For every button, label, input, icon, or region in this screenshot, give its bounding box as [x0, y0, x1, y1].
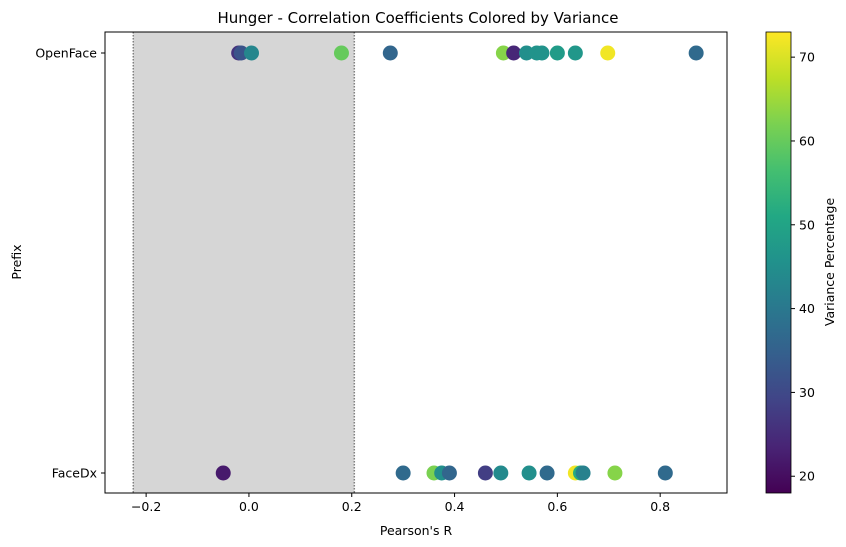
- x-tick-label: 0.4: [445, 499, 465, 514]
- data-point: [495, 45, 511, 61]
- data-point: [244, 45, 260, 61]
- data-point: [607, 465, 623, 481]
- data-point: [600, 45, 616, 61]
- plot-frame: [104, 31, 728, 494]
- shaded-region: [133, 32, 355, 493]
- colorbar-tick-label: 70: [799, 50, 815, 65]
- y-tick-label: FaceDx: [52, 466, 97, 481]
- colorbar-tick-label: 40: [799, 301, 815, 316]
- colorbar-tick-label: 60: [799, 133, 815, 148]
- x-tick-label: 0.0: [239, 499, 259, 514]
- y-tick-label: OpenFace: [35, 46, 97, 61]
- data-point: [477, 465, 493, 481]
- data-point: [519, 45, 535, 61]
- data-point: [441, 465, 457, 481]
- colorbar-tick-label: 20: [799, 469, 815, 484]
- data-point: [534, 45, 550, 61]
- x-axis-label: Pearson's R: [380, 523, 453, 538]
- data-point: [493, 465, 509, 481]
- data-point: [688, 45, 704, 61]
- data-point: [549, 45, 565, 61]
- data-point: [539, 465, 555, 481]
- data-point: [575, 465, 591, 481]
- data-point: [521, 465, 537, 481]
- data-point: [382, 45, 398, 61]
- data-point: [506, 45, 522, 61]
- x-tick-label: 0.8: [650, 499, 670, 514]
- data-point: [395, 465, 411, 481]
- colorbar-tick-label: 30: [799, 385, 815, 400]
- x-tick-label: 0.2: [342, 499, 362, 514]
- x-tick-label: −0.2: [131, 499, 161, 514]
- colorbar-label: Variance Percentage: [822, 198, 837, 327]
- x-tick-label: 0.6: [547, 499, 567, 514]
- data-point: [233, 45, 249, 61]
- chart-title: Hunger - Correlation Coefficients Colore…: [218, 9, 619, 27]
- y-axis-label: Prefix: [9, 244, 24, 279]
- data-point: [657, 465, 673, 481]
- colorbar-tick-label: 50: [799, 217, 815, 232]
- data-point: [567, 45, 583, 61]
- data-point: [215, 465, 231, 481]
- data-point: [333, 45, 349, 61]
- colorbar: [765, 31, 792, 494]
